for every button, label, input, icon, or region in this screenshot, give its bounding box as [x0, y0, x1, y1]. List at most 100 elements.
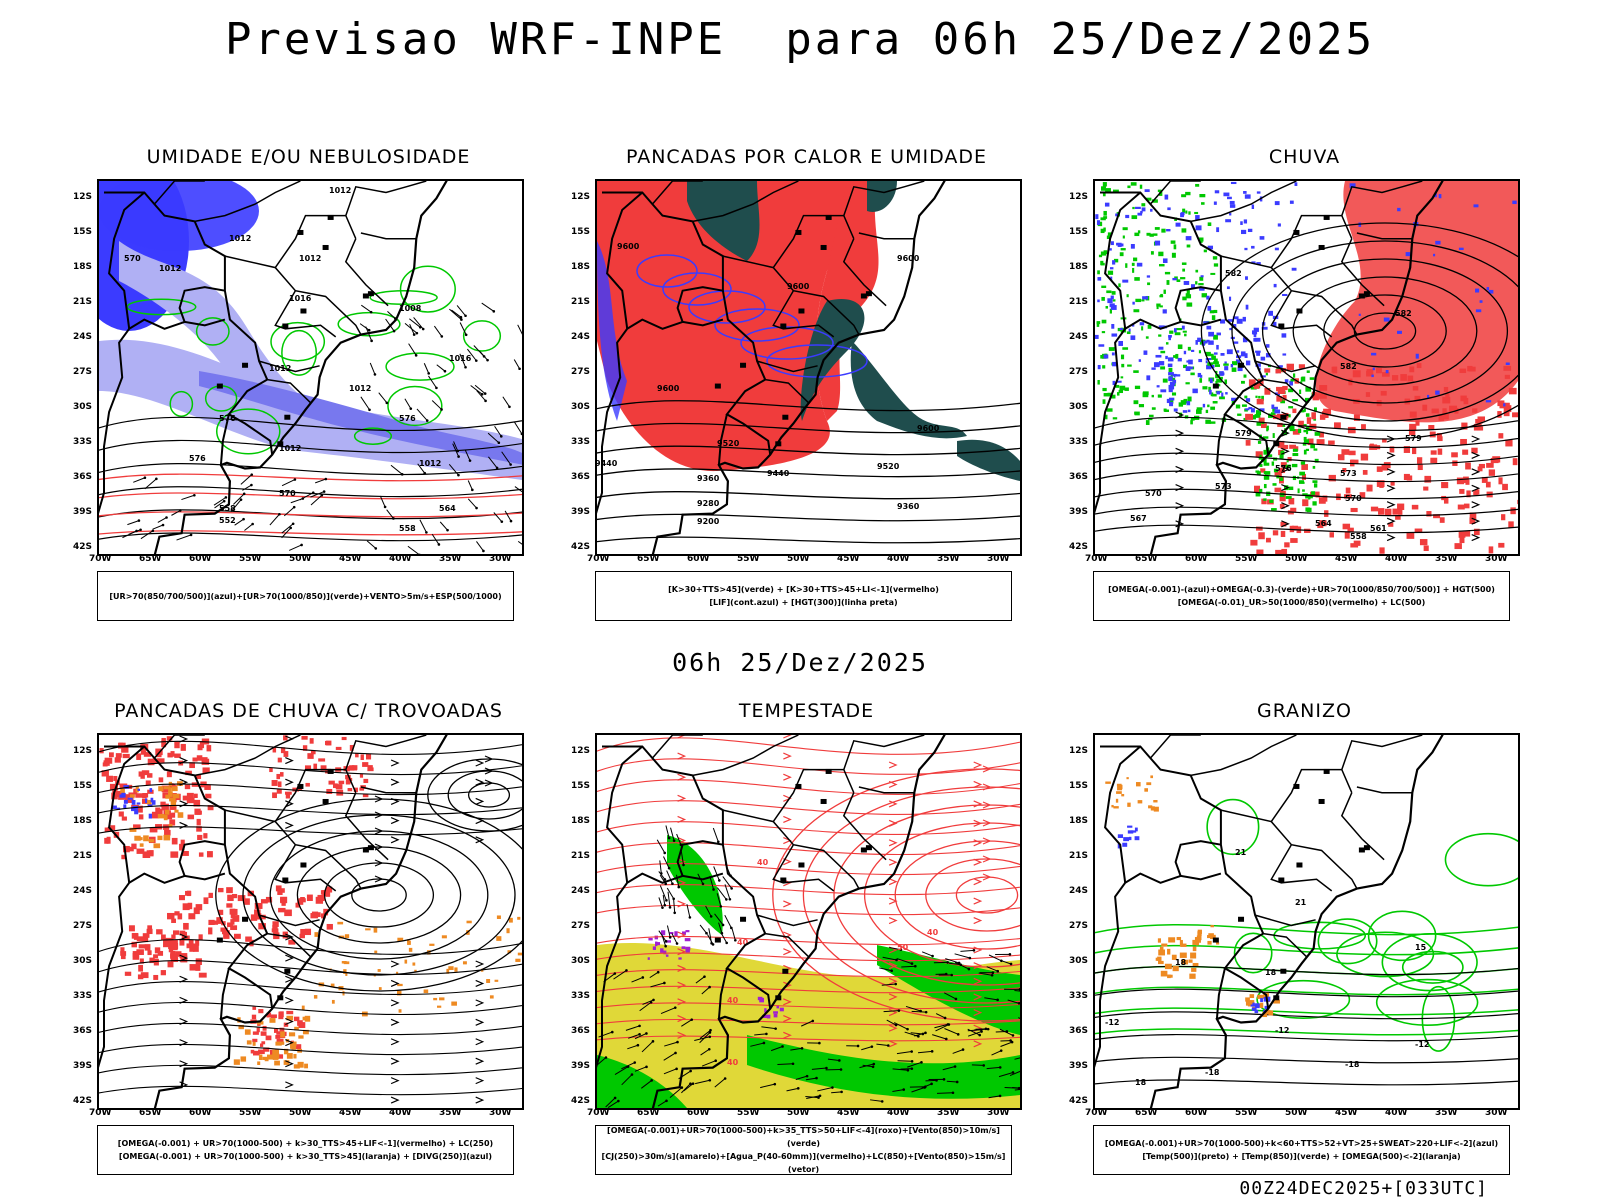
legend-line: [LIF](cont.azul) + [HGT(300)](linha pret… — [709, 598, 898, 607]
omega-blue-cell — [1207, 306, 1212, 311]
wind-vector — [451, 309, 462, 318]
rain-red-cell — [1362, 469, 1368, 475]
storm-red-cell — [133, 788, 138, 795]
omega-green-cell — [1131, 215, 1138, 220]
omega-green-cell — [1313, 448, 1318, 451]
omega-blue-cell — [1219, 372, 1225, 376]
longitude-tick-label: 45W — [1335, 554, 1358, 564]
wind-vector — [664, 1041, 678, 1047]
streamline-arrow — [475, 1096, 485, 1104]
storm-red-cell — [278, 1014, 284, 1020]
wind-vector-head — [910, 962, 914, 965]
rain-red-cell — [1469, 512, 1477, 520]
latitude-tick-label: 24S — [571, 886, 591, 896]
political-border — [360, 232, 417, 240]
storm-red-cell — [252, 1031, 259, 1035]
wind-vector-head — [464, 365, 467, 369]
wind-vector — [713, 866, 720, 881]
omega-blue-cell — [1175, 222, 1181, 227]
latitude-tick-label: 27S — [571, 921, 591, 931]
hgt300-contour — [597, 491, 1020, 500]
lif-contour — [714, 308, 800, 342]
omega-green-cell — [1159, 305, 1163, 308]
omega-green-cell — [1302, 442, 1307, 446]
wind-vector — [598, 1031, 613, 1038]
temp850-green-contour — [1206, 798, 1260, 856]
latitude-tick-label: 18S — [571, 816, 591, 826]
omega-blue-cell — [1256, 262, 1261, 265]
omega-blue-cell — [1166, 398, 1171, 404]
omega-blue-cell — [1173, 408, 1178, 412]
rain-red-cell — [1477, 426, 1484, 431]
panel-title: PANCADAS DE CHUVA C/ TROVOADAS — [114, 700, 503, 722]
omega-green-cell — [1176, 328, 1183, 331]
wind-vector-head — [322, 490, 326, 493]
legend-line: [CJ(250)>30m/s](amarelo)+[Agua_P(40-60mm… — [601, 1152, 1006, 1174]
political-border — [772, 214, 855, 269]
wind-vector — [171, 510, 181, 516]
omega-green-cell — [1166, 280, 1170, 285]
omega-green-cell — [1105, 305, 1109, 309]
contour-label: 40 — [737, 938, 749, 947]
omega-blue-cell — [1142, 296, 1149, 300]
wind-vector-head — [652, 998, 655, 1002]
wind-vector — [390, 464, 403, 475]
wind-vector-head — [482, 549, 485, 553]
wind-vector-head — [800, 1046, 804, 1050]
storm-red-cell — [171, 812, 176, 818]
omega-blue-cell — [1282, 293, 1288, 297]
wind-vector-head — [613, 972, 617, 975]
political-border — [1190, 181, 1297, 223]
storm-red-cell — [131, 941, 137, 948]
wind-vector — [901, 965, 916, 968]
storm-purple-cell — [654, 935, 659, 940]
wind-vector-head — [425, 419, 429, 422]
storm-red-cell — [106, 836, 111, 844]
wind-vector-head — [633, 1061, 637, 1064]
storm-red-cell — [196, 755, 203, 761]
storm-red-cell — [195, 964, 201, 971]
omega-blue-cell — [1206, 325, 1212, 330]
latitude-tick-label: 42S — [1069, 542, 1089, 552]
wind-vector-head — [906, 1068, 910, 1072]
wind-vector — [700, 1048, 710, 1056]
coastline — [153, 735, 448, 1108]
lake-marker — [825, 768, 832, 774]
wind-vector — [666, 887, 675, 900]
wind-vector-head — [886, 1044, 890, 1047]
wind-vector-head — [1017, 1002, 1020, 1005]
latitude-tick-label: 15S — [1069, 781, 1089, 791]
storm-orange-cell — [373, 927, 378, 933]
streamline-arrow — [475, 817, 485, 825]
omega500-orange-cell — [1176, 936, 1182, 941]
omega-blue-cell — [1110, 305, 1117, 310]
hgt500-contour — [1095, 488, 1518, 500]
storm-purple-cell — [665, 940, 671, 943]
streamline-arrow — [1386, 484, 1396, 492]
political-border — [1100, 191, 1270, 455]
political-border — [843, 735, 925, 770]
rain-red-cell — [1319, 393, 1327, 399]
wind-vector — [708, 928, 713, 944]
latitude-tick-label: 36S — [1069, 1026, 1089, 1036]
storm-red-cell — [155, 807, 161, 815]
storm-red-cell — [171, 934, 176, 939]
omega-blue-cell — [1187, 409, 1191, 413]
wind-vector-head — [638, 1033, 641, 1036]
storm-red-cell — [265, 896, 273, 903]
storm-orange-cell — [454, 967, 458, 972]
longitude-tick-label: 35W — [937, 554, 960, 564]
streamline-arrow — [1175, 447, 1185, 455]
omega-blue-cell — [1220, 353, 1225, 356]
wind-vector — [999, 959, 1012, 965]
storm-orange-cell — [343, 969, 347, 974]
streamline-arrow — [1386, 517, 1396, 525]
omega-blue-cell — [1435, 390, 1440, 395]
streamline-arrow — [1281, 447, 1290, 455]
wind-vector — [988, 1095, 1001, 1099]
storm-red-cell — [227, 922, 233, 928]
storm-orange-cell — [120, 787, 125, 794]
wind-vector-head — [663, 903, 667, 907]
streamline-arrow — [677, 773, 687, 781]
latitude-tick-label: 33S — [73, 991, 93, 1001]
